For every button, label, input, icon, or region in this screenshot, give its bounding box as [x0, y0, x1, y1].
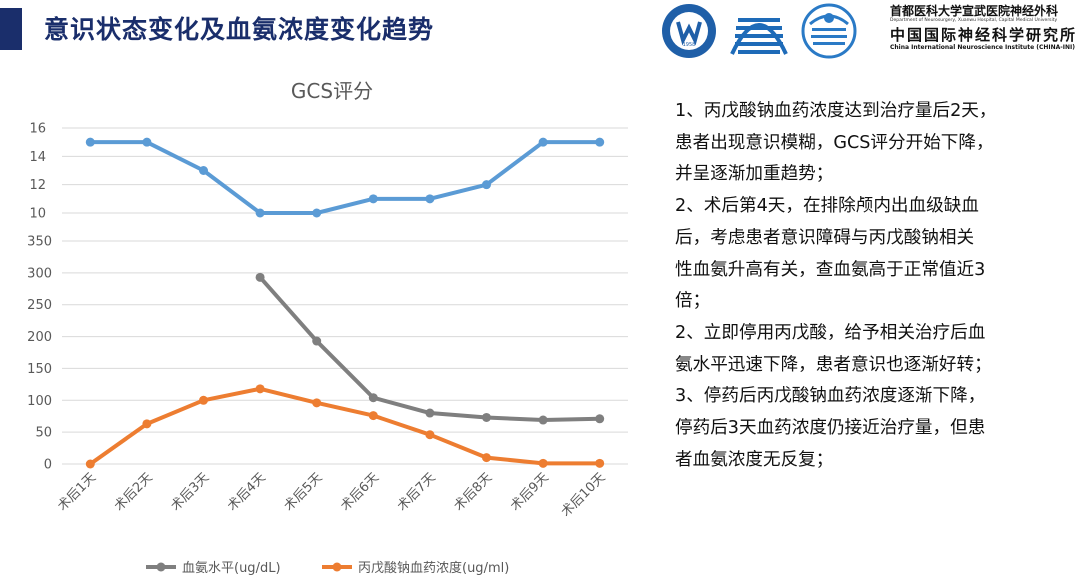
data-point: [368, 393, 378, 403]
note-line: 2、立即停用丙戊酸，给予相关治疗后血: [675, 322, 986, 343]
data-point: [368, 194, 378, 204]
note-line: 3、停药后丙戊酸钠血药浓度逐渐下降，: [675, 386, 986, 407]
notes-panel: 1、丙戊酸钠血药浓度达到治疗量后2天， 患者出现意识模糊，GCS评分开始下降， …: [675, 96, 1075, 476]
data-point: [482, 453, 491, 463]
slide-title: 意识状态变化及血氨浓度变化趋势: [44, 15, 435, 44]
x-tick-label: 术后4天: [225, 470, 269, 514]
data-point: [199, 395, 208, 405]
x-tick-label: 术后6天: [338, 470, 382, 514]
y-tick-label: 50: [35, 426, 52, 441]
data-point: [425, 408, 435, 418]
x-tick-label: 术后3天: [168, 470, 212, 514]
chart-grid: [62, 127, 628, 465]
data-point: [85, 137, 95, 147]
university-logo: 1958: [662, 4, 716, 58]
note-line: 后，考虑患者意识障碍与丙戊酸钠相关: [675, 227, 975, 248]
y-tick-label: 300: [27, 266, 52, 281]
institute-logo: [801, 3, 857, 59]
title-accent-bar: [0, 8, 22, 50]
legend-marker: [156, 562, 166, 572]
chart-legend: 血氨水平(ug/dL) 丙戊酸钠血药浓度(ug/ml): [146, 560, 509, 576]
data-point: [255, 272, 265, 282]
legend-label: 血氨水平(ug/dL): [182, 561, 281, 576]
x-tick-label: 术后5天: [281, 470, 325, 514]
institution-name-en: Department of Neurosurgery, Xuanwu Hospi…: [890, 18, 1058, 23]
note-line: 倍；: [675, 291, 711, 312]
data-point: [142, 419, 152, 429]
data-point: [482, 412, 491, 422]
x-tick-label: 术后7天: [395, 470, 439, 514]
y-tick-label: 350: [27, 235, 52, 250]
y-tick-label: 200: [27, 330, 52, 345]
series-line: [89, 386, 600, 466]
y-tick-label: 150: [27, 362, 52, 377]
data-point: [595, 414, 605, 424]
data-point: [425, 430, 435, 440]
x-tick-label: 术后10天: [559, 470, 609, 520]
data-point: [312, 398, 322, 408]
institute-name-en: China International Neuroscience Institu…: [890, 44, 1076, 51]
data-point: [312, 336, 322, 346]
note-line: 者血氨浓度无反复；: [675, 449, 834, 470]
data-point: [199, 166, 208, 175]
note-line: 性血氨升高有关，查血氨高于正常值近3: [675, 259, 986, 280]
note-line: 氨水平迅速下降，患者意识也逐渐好转；: [675, 354, 992, 375]
x-tick-label: 术后1天: [55, 470, 99, 514]
series-lines: [85, 137, 605, 469]
data-point: [538, 415, 548, 425]
data-point: [425, 194, 435, 204]
note-line: 患者出现意识模糊，GCS评分开始下降，: [675, 132, 994, 153]
y-tick-label: 10: [29, 207, 46, 222]
legend-marker: [332, 562, 342, 572]
data-point: [255, 384, 265, 394]
x-tick-label: 术后2天: [112, 470, 156, 514]
data-point: [255, 208, 265, 218]
y-tick-label: 250: [27, 298, 52, 313]
hospital-logo: [730, 18, 788, 55]
data-point: [482, 180, 491, 190]
y-tick-label: 16: [29, 122, 46, 137]
data-point: [142, 137, 152, 147]
institute-name-cn: 中国国际神经科学研究所: [890, 26, 1078, 44]
data-point: [85, 459, 95, 469]
y-tick-label: 100: [27, 394, 52, 409]
x-axis-labels: 术后1天 术后2天 术后3天 术后4天 术后5天 术后6天 术后7天 术后8天 术后9天 术后10…: [55, 470, 608, 520]
series-line: [258, 275, 600, 423]
data-point: [595, 458, 605, 468]
data-point: [595, 137, 605, 147]
data-point: [368, 411, 378, 421]
note-line: 并呈逐渐加重趋势；: [675, 164, 834, 185]
y-axis-labels: 10 12 14 16 0 50 100 150 200 250 300 350: [27, 122, 52, 473]
legend-label: 丙戊酸钠血药浓度(ug/ml): [358, 560, 509, 576]
y-tick-label: 0: [44, 458, 52, 473]
chart-title: GCS评分: [291, 79, 373, 103]
y-tick-label: 14: [29, 150, 46, 165]
y-tick-label: 12: [29, 178, 46, 193]
logo-year-text: 1958: [683, 42, 696, 48]
institution-name-cn: 首都医科大学宣武医院神经外科: [890, 4, 1059, 18]
note-line: 停药后3天血药浓度仍接近治疗量，但患: [675, 418, 986, 439]
data-point: [312, 208, 322, 218]
data-point: [538, 458, 548, 468]
logo-area: 1958 首都医科大学宣武医院神经外科 Department of Neuros…: [660, 0, 1080, 60]
series-line: [90, 140, 600, 215]
data-point: [538, 137, 548, 147]
note-line: 1、丙戊酸钠血药浓度达到治疗量后2天，: [675, 101, 997, 121]
note-line: 2、术后第4天，在排除颅内出血级缺血: [675, 196, 979, 217]
x-tick-label: 术后9天: [508, 470, 552, 514]
line-chart: GCS评分 10 12 14 16 0 50 100 150 200 250 300 350 术后1天…: [27, 79, 628, 576]
x-tick-label: 术后8天: [451, 470, 495, 514]
